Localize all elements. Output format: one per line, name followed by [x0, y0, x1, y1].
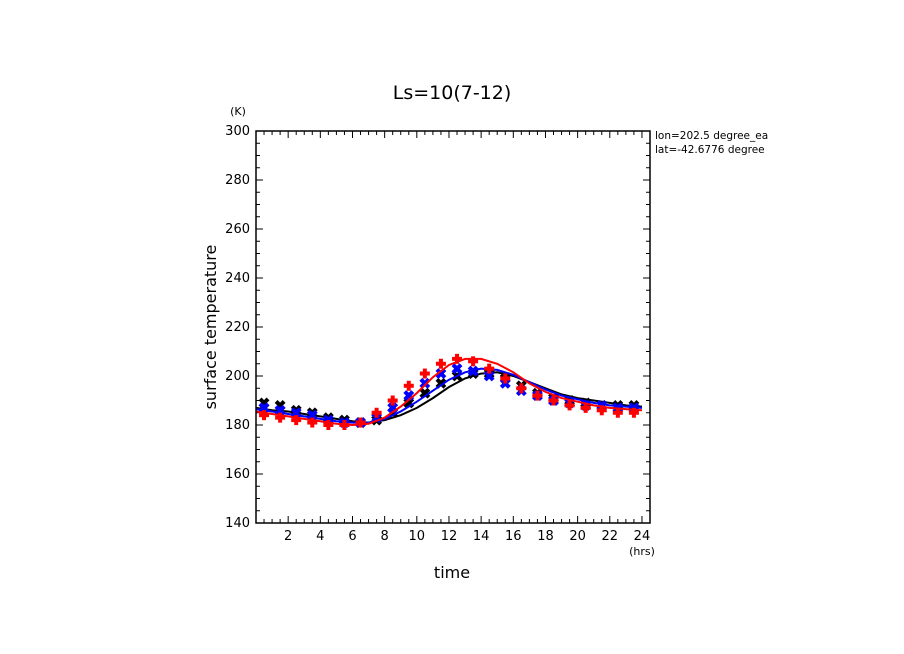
series-marker-2: [548, 395, 559, 406]
series-marker-2: [580, 402, 591, 413]
y-tick-label: 220: [225, 320, 250, 335]
y-axis-title: surface temperature: [201, 245, 220, 410]
series-marker-1: [483, 370, 495, 382]
series-line-1: [255, 367, 643, 424]
series-marker-2: [419, 368, 430, 379]
x-tick-label: 24: [634, 529, 651, 544]
series-marker-0: [419, 387, 431, 399]
chart-title: Ls=10(7-12): [393, 82, 512, 104]
series-marker-1: [451, 363, 463, 375]
y-tick-label: 300: [225, 124, 250, 139]
series-marker-2: [339, 420, 350, 430]
series-marker-2: [307, 417, 318, 428]
series-line-2: [255, 357, 643, 427]
y-tick-label: 160: [225, 467, 250, 482]
marker-stroke: [451, 363, 463, 375]
series-marker-2: [612, 407, 623, 418]
y-unit-label: (K): [230, 105, 246, 118]
marker-stroke: [419, 387, 431, 399]
series-marker-1: [435, 368, 447, 379]
x-axis-title: time: [434, 563, 470, 582]
series-marker-2: [596, 405, 607, 416]
marker-stroke: [419, 377, 431, 389]
series-marker-2: [259, 410, 270, 421]
series-marker-1: [306, 409, 318, 421]
x-tick-label: 20: [569, 529, 586, 544]
series-marker-2: [355, 417, 366, 428]
marker-stroke: [435, 368, 447, 379]
y-tick-label: 280: [225, 173, 250, 188]
series-marker-2: [500, 373, 511, 384]
series-marker-2: [452, 353, 463, 364]
series-marker-1: [419, 377, 431, 389]
series-marker-2: [516, 383, 527, 394]
series-marker-2: [435, 358, 446, 369]
marker-stroke: [258, 402, 270, 414]
series-marker-2: [275, 412, 286, 423]
series-marker-1: [290, 407, 302, 419]
series-marker-2: [532, 390, 543, 401]
series-layer: [255, 353, 643, 430]
x-tick-label: 8: [381, 529, 389, 544]
annotation-lon: lon=202.5 degree_ea: [655, 130, 768, 142]
y-tick-label: 200: [225, 369, 250, 384]
series-line-0: [255, 371, 643, 424]
series-marker-2: [484, 363, 495, 374]
x-tick-label: 2: [284, 529, 292, 544]
y-tick-label: 260: [225, 222, 250, 237]
series-marker-1: [258, 402, 270, 414]
y-tick-label: 140: [225, 516, 250, 531]
marker-stroke: [274, 404, 286, 416]
series-marker-1: [467, 365, 479, 377]
marker-stroke: [403, 390, 415, 402]
x-unit-label: (hrs): [629, 545, 655, 558]
series-marker-2: [371, 407, 382, 418]
series-marker-1: [274, 404, 286, 416]
x-tick-label: 16: [505, 529, 522, 544]
series-marker-2: [468, 356, 479, 367]
series-marker-2: [291, 415, 302, 426]
x-tick-label: 18: [537, 529, 554, 544]
x-tick-label: 6: [348, 529, 356, 544]
series-marker-2: [403, 380, 414, 391]
series-marker-2: [564, 400, 575, 411]
x-tick-label: 12: [441, 529, 458, 544]
series-marker-2: [628, 407, 639, 418]
marker-stroke: [306, 409, 318, 421]
marker-stroke: [387, 402, 399, 414]
series-marker-2: [323, 420, 334, 430]
x-tick-label: 4: [316, 529, 324, 544]
marker-stroke: [467, 365, 479, 377]
x-tick-label: 22: [602, 529, 619, 544]
series-marker-2: [387, 395, 398, 406]
marker-stroke: [290, 407, 302, 419]
x-tick-label: 10: [409, 529, 426, 544]
annotation-lat: lat=-42.6776 degree: [655, 144, 765, 156]
y-tick-label: 180: [225, 418, 250, 433]
x-tick-label: 14: [473, 529, 490, 544]
plot-frame: [255, 130, 651, 524]
marker-stroke: [483, 370, 495, 382]
y-tick-label: 240: [225, 271, 250, 286]
